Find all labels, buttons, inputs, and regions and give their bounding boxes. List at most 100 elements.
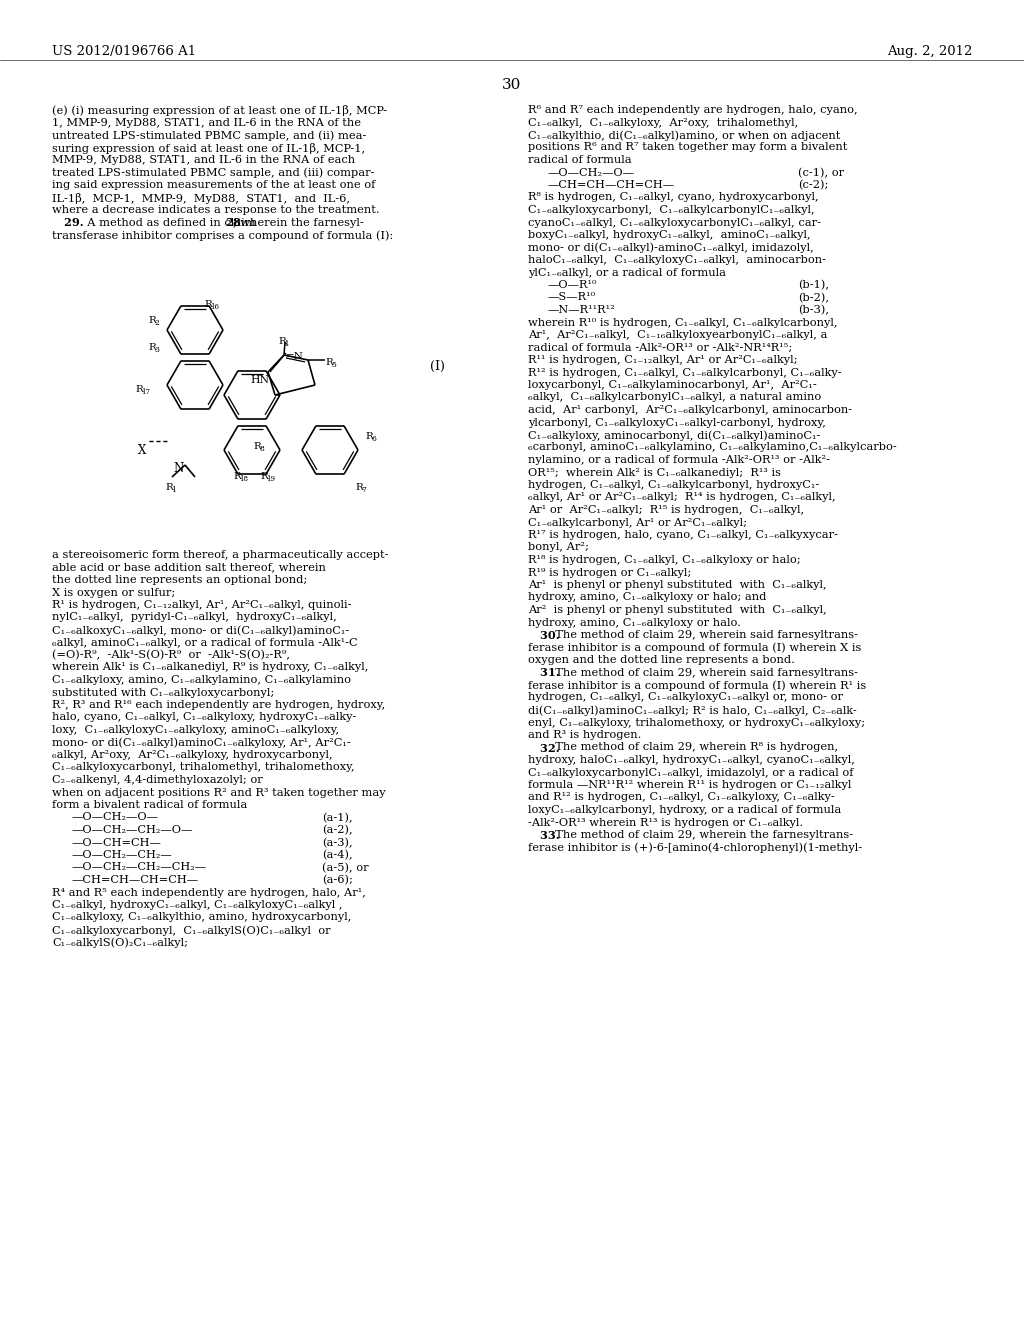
Text: R: R [135,385,142,393]
Text: ₆alkyl, Ar²oxy,  Ar²C₁₋₆alkyloxy, hydroxycarbonyl,: ₆alkyl, Ar²oxy, Ar²C₁₋₆alkyloxy, hydroxy… [52,750,333,760]
Text: 2: 2 [154,319,159,327]
Text: R: R [165,483,173,492]
Text: (b-2),: (b-2), [798,293,829,302]
Text: halo, cyano, C₁₋₆alkyl, C₁₋₆alkyloxy, hydroxyC₁₋₆alky-: halo, cyano, C₁₋₆alkyl, C₁₋₆alkyloxy, hy… [52,713,356,722]
Text: (c-1), or: (c-1), or [798,168,844,178]
Text: R: R [148,315,156,325]
Text: —O—R¹⁰: —O—R¹⁰ [548,280,597,290]
Text: R², R³ and R¹⁶ each independently are hydrogen, hydroxy,: R², R³ and R¹⁶ each independently are hy… [52,700,385,710]
Text: -Alk²-OR¹³ wherein R¹³ is hydrogen or C₁₋₆alkyl.: -Alk²-OR¹³ wherein R¹³ is hydrogen or C₁… [528,817,803,828]
Text: C₁₋₆alkylthio, di(C₁₋₆alkyl)amino, or when on adjacent: C₁₋₆alkylthio, di(C₁₋₆alkyl)amino, or wh… [528,129,841,140]
Text: 31.: 31. [528,668,560,678]
Text: R: R [148,343,156,352]
Text: substituted with C₁₋₆alkyloxycarbonyl;: substituted with C₁₋₆alkyloxycarbonyl; [52,688,274,697]
Text: loxy,  C₁₋₆alkyloxyC₁₋₆alkyloxy, aminoC₁₋₆alkyloxy,: loxy, C₁₋₆alkyloxyC₁₋₆alkyloxy, aminoC₁₋… [52,725,339,735]
Text: 7: 7 [361,486,366,494]
Text: R¹² is hydrogen, C₁₋₆alkyl, C₁₋₆alkylcarbonyl, C₁₋₆alky-: R¹² is hydrogen, C₁₋₆alkyl, C₁₋₆alkylcar… [528,367,842,378]
Text: hydrogen, C₁₋₆alkyl, C₁₋₆alkylcarbonyl, hydroxyC₁-: hydrogen, C₁₋₆alkyl, C₁₋₆alkylcarbonyl, … [528,480,819,490]
Text: and R¹² is hydrogen, C₁₋₆alkyl, C₁₋₆alkyloxy, C₁₋₆alky-: and R¹² is hydrogen, C₁₋₆alkyl, C₁₋₆alky… [528,792,835,803]
Text: 6: 6 [371,436,376,444]
Text: ing said expression measurements of the at least one of: ing said expression measurements of the … [52,180,376,190]
Text: form a bivalent radical of formula: form a bivalent radical of formula [52,800,247,810]
Text: 30.: 30. [528,630,560,642]
Text: —CH=CH—CH=CH—: —CH=CH—CH=CH— [548,180,675,190]
Text: X: X [138,444,146,457]
Text: IL-1β,  MCP-1,  MMP-9,  MyD88,  STAT1,  and  IL-6,: IL-1β, MCP-1, MMP-9, MyD88, STAT1, and I… [52,193,350,203]
Text: C₁₋₆alkyl,  C₁₋₆alkyloxy,  Ar²oxy,  trihalomethyl,: C₁₋₆alkyl, C₁₋₆alkyloxy, Ar²oxy, trihalo… [528,117,799,128]
Text: R: R [325,358,333,367]
Text: The method of claim 29, wherein said farnesyltrans-: The method of claim 29, wherein said far… [548,668,858,677]
Text: di(C₁₋₆alkyl)aminoC₁₋₆alkyl; R² is halo, C₁₋₆alkyl, C₂₋₆alk-: di(C₁₋₆alkyl)aminoC₁₋₆alkyl; R² is halo,… [528,705,857,715]
Text: Ar¹ or  Ar²C₁₋₆alkyl;  R¹⁵ is hydrogen,  C₁₋₆alkyl,: Ar¹ or Ar²C₁₋₆alkyl; R¹⁵ is hydrogen, C₁… [528,506,804,515]
Text: 19: 19 [266,475,275,483]
Text: R: R [204,300,212,309]
Text: R⁶ and R⁷ each independently are hydrogen, halo, cyano,: R⁶ and R⁷ each independently are hydroge… [528,106,858,115]
Text: ₆carbonyl, aminoC₁₋₆alkylamino, C₁₋₆alkylamino,C₁₋₆alkylcarbo-: ₆carbonyl, aminoC₁₋₆alkylamino, C₁₋₆alky… [528,442,897,453]
Text: cyanoC₁₋₆alkyl, C₁₋₆alkyloxycarbonylC₁₋₆alkyl, car-: cyanoC₁₋₆alkyl, C₁₋₆alkyloxycarbonylC₁₋₆… [528,218,821,227]
Text: (a-4),: (a-4), [322,850,352,861]
Text: formula —NR¹¹R¹² wherein R¹¹ is hydrogen or C₁₋₁₂alkyl: formula —NR¹¹R¹² wherein R¹¹ is hydrogen… [528,780,851,789]
Text: untreated LPS-stimulated PBMC sample, and (ii) mea-: untreated LPS-stimulated PBMC sample, an… [52,129,367,140]
Text: MMP-9, MyD88, STAT1, and IL-6 in the RNA of each: MMP-9, MyD88, STAT1, and IL-6 in the RNA… [52,154,355,165]
Text: able acid or base addition salt thereof, wherein: able acid or base addition salt thereof,… [52,562,326,573]
Text: mono- or di(C₁₋₆alkyl)aminoC₁₋₆alkyloxy, Ar¹, Ar²C₁-: mono- or di(C₁₋₆alkyl)aminoC₁₋₆alkyloxy,… [52,738,351,748]
Text: HN: HN [250,375,269,385]
Text: C₁₋₆alkyl, hydroxyC₁₋₆alkyl, C₁₋₆alkyloxyC₁₋₆alkyl ,: C₁₋₆alkyl, hydroxyC₁₋₆alkyl, C₁₋₆alkylox… [52,900,342,909]
Text: Ar²  is phenyl or phenyl substituted  with  C₁₋₆alkyl,: Ar² is phenyl or phenyl substituted with… [528,605,826,615]
Text: (a-3),: (a-3), [322,837,352,847]
Text: —O—CH₂—O—: —O—CH₂—O— [548,168,635,177]
Text: —CH=CH—CH=CH—: —CH=CH—CH=CH— [72,875,199,884]
Text: —O—CH₂—CH₂—O—: —O—CH₂—CH₂—O— [72,825,194,836]
Text: The method of claim 29, wherein the farnesyltrans-: The method of claim 29, wherein the farn… [548,830,853,840]
Text: R⁸ is hydrogen, C₁₋₆alkyl, cyano, hydroxycarbonyl,: R⁸ is hydrogen, C₁₋₆alkyl, cyano, hydrox… [528,193,818,202]
Text: haloC₁₋₆alkyl,  C₁₋₆alkyloxyC₁₋₆alkyl,  aminocarbon-: haloC₁₋₆alkyl, C₁₋₆alkyloxyC₁₋₆alkyl, am… [528,255,826,265]
Text: 1, MMP-9, MyD88, STAT1, and IL-6 in the RNA of the: 1, MMP-9, MyD88, STAT1, and IL-6 in the … [52,117,361,128]
Text: suring expression of said at least one of IL-1β, MCP-1,: suring expression of said at least one o… [52,143,366,153]
Text: C₁₋₆alkyloxycarbonyl,  C₁₋₆alkylcarbonylC₁₋₆alkyl,: C₁₋₆alkyloxycarbonyl, C₁₋₆alkylcarbonylC… [528,205,815,215]
Text: =N: =N [286,352,304,360]
Text: loxyC₁₋₆alkylcarbonyl, hydroxy, or a radical of formula: loxyC₁₋₆alkylcarbonyl, hydroxy, or a rad… [528,805,842,814]
Text: (=O)-R⁹,  -Alk¹-S(O)-R⁹  or  -Alk¹-S(O)₂-R⁹,: (=O)-R⁹, -Alk¹-S(O)-R⁹ or -Alk¹-S(O)₂-R⁹… [52,649,290,660]
Text: C₁₋₆alkyloxycarbonyl,  C₁₋₆alkylS(O)C₁₋₆alkyl  or: C₁₋₆alkyloxycarbonyl, C₁₋₆alkylS(O)C₁₋₆a… [52,925,331,936]
Text: 5: 5 [331,360,336,370]
Text: C₁₋₆alkyloxy, aminocarbonyl, di(C₁₋₆alkyl)aminoC₁-: C₁₋₆alkyloxy, aminocarbonyl, di(C₁₋₆alky… [528,430,820,441]
Text: (b-1),: (b-1), [798,280,829,290]
Text: oxygen and the dotted line represents a bond.: oxygen and the dotted line represents a … [528,655,795,665]
Text: R¹⁸ is hydrogen, C₁₋₆alkyl, C₁₋₆alkyloxy or halo;: R¹⁸ is hydrogen, C₁₋₆alkyl, C₁₋₆alkyloxy… [528,554,801,565]
Text: hydroxy, haloC₁₋₆alkyl, hydroxyC₁₋₆alkyl, cyanoC₁₋₆alkyl,: hydroxy, haloC₁₋₆alkyl, hydroxyC₁₋₆alkyl… [528,755,855,766]
Text: R: R [253,442,261,451]
Text: 8: 8 [259,445,264,453]
Text: (b-3),: (b-3), [798,305,829,315]
Text: Ar¹  is phenyl or phenyl substituted  with  C₁₋₆alkyl,: Ar¹ is phenyl or phenyl substituted with… [528,579,826,590]
Text: R⁴ and R⁵ each independently are hydrogen, halo, Ar¹,: R⁴ and R⁵ each independently are hydroge… [52,887,366,898]
Text: wherein R¹⁰ is hydrogen, C₁₋₆alkyl, C₁₋₆alkylcarbonyl,: wherein R¹⁰ is hydrogen, C₁₋₆alkyl, C₁₋₆… [528,318,838,327]
Text: US 2012/0196766 A1: US 2012/0196766 A1 [52,45,197,58]
Text: C₁₋₆alkyloxycarbonyl, trihalomethyl, trihalomethoxy,: C₁₋₆alkyloxycarbonyl, trihalomethyl, tri… [52,763,354,772]
Text: 1: 1 [171,486,176,494]
Text: (a-6);: (a-6); [322,875,353,886]
Text: C₁₋₆alkyloxy, amino, C₁₋₆alkylamino, C₁₋₆alkylamino: C₁₋₆alkyloxy, amino, C₁₋₆alkylamino, C₁₋… [52,675,351,685]
Text: bonyl, Ar²;: bonyl, Ar²; [528,543,589,553]
Text: radical of formula -Alk²-OR¹³ or -Alk²-NR¹⁴R¹⁵;: radical of formula -Alk²-OR¹³ or -Alk²-N… [528,342,793,352]
Text: nylC₁₋₆alkyl,  pyridyl-C₁₋₆alkyl,  hydroxyC₁₋₆alkyl,: nylC₁₋₆alkyl, pyridyl-C₁₋₆alkyl, hydroxy… [52,612,337,623]
Text: 18: 18 [239,475,248,483]
Text: R: R [233,473,241,480]
Text: transferase inhibitor comprises a compound of formula (I):: transferase inhibitor comprises a compou… [52,230,393,240]
Text: —S—R¹⁰: —S—R¹⁰ [548,293,596,302]
Text: R: R [365,432,373,441]
Text: 29.: 29. [52,218,84,228]
Text: 4: 4 [284,341,289,348]
Text: —O—CH₂—O—: —O—CH₂—O— [72,813,159,822]
Text: Aug. 2, 2012: Aug. 2, 2012 [887,45,972,58]
Text: X is oxygen or sulfur;: X is oxygen or sulfur; [52,587,175,598]
Text: boxyC₁₋₆alkyl, hydroxyC₁₋₆alkyl,  aminoC₁₋₆alkyl,: boxyC₁₋₆alkyl, hydroxyC₁₋₆alkyl, aminoC₁… [528,230,811,240]
Text: (a-2),: (a-2), [322,825,352,836]
Text: 3: 3 [154,346,159,354]
Text: when on adjacent positions R² and R³ taken together may: when on adjacent positions R² and R³ tak… [52,788,386,797]
Text: wherein Alk¹ is C₁₋₆alkanediyl, R⁹ is hydroxy, C₁₋₆alkyl,: wherein Alk¹ is C₁₋₆alkanediyl, R⁹ is hy… [52,663,369,672]
Text: Ar¹,  Ar²C₁₋₆alkyl,  C₁₋₁₆alkyloxyearbonylC₁₋₆alkyl, a: Ar¹, Ar²C₁₋₆alkyl, C₁₋₁₆alkyloxyearbonyl… [528,330,827,341]
Text: The method of claim 29, wherein said farnesyltrans-: The method of claim 29, wherein said far… [548,630,858,640]
Text: 33.: 33. [528,830,560,841]
Text: C₁₋₆alkylS(O)₂C₁₋₆alkyl;: C₁₋₆alkylS(O)₂C₁₋₆alkyl; [52,937,188,948]
Text: ylC₁₋₆alkyl, or a radical of formula: ylC₁₋₆alkyl, or a radical of formula [528,268,726,277]
